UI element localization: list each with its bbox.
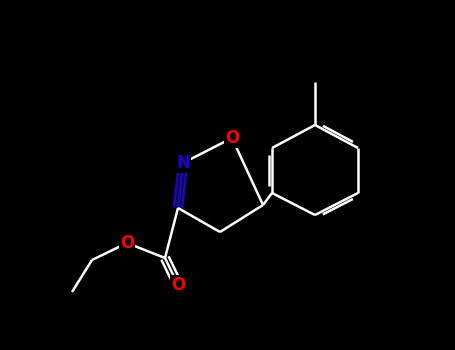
- Text: O: O: [225, 129, 239, 147]
- Text: O: O: [120, 234, 134, 252]
- Text: N: N: [176, 154, 190, 172]
- Text: O: O: [171, 276, 185, 294]
